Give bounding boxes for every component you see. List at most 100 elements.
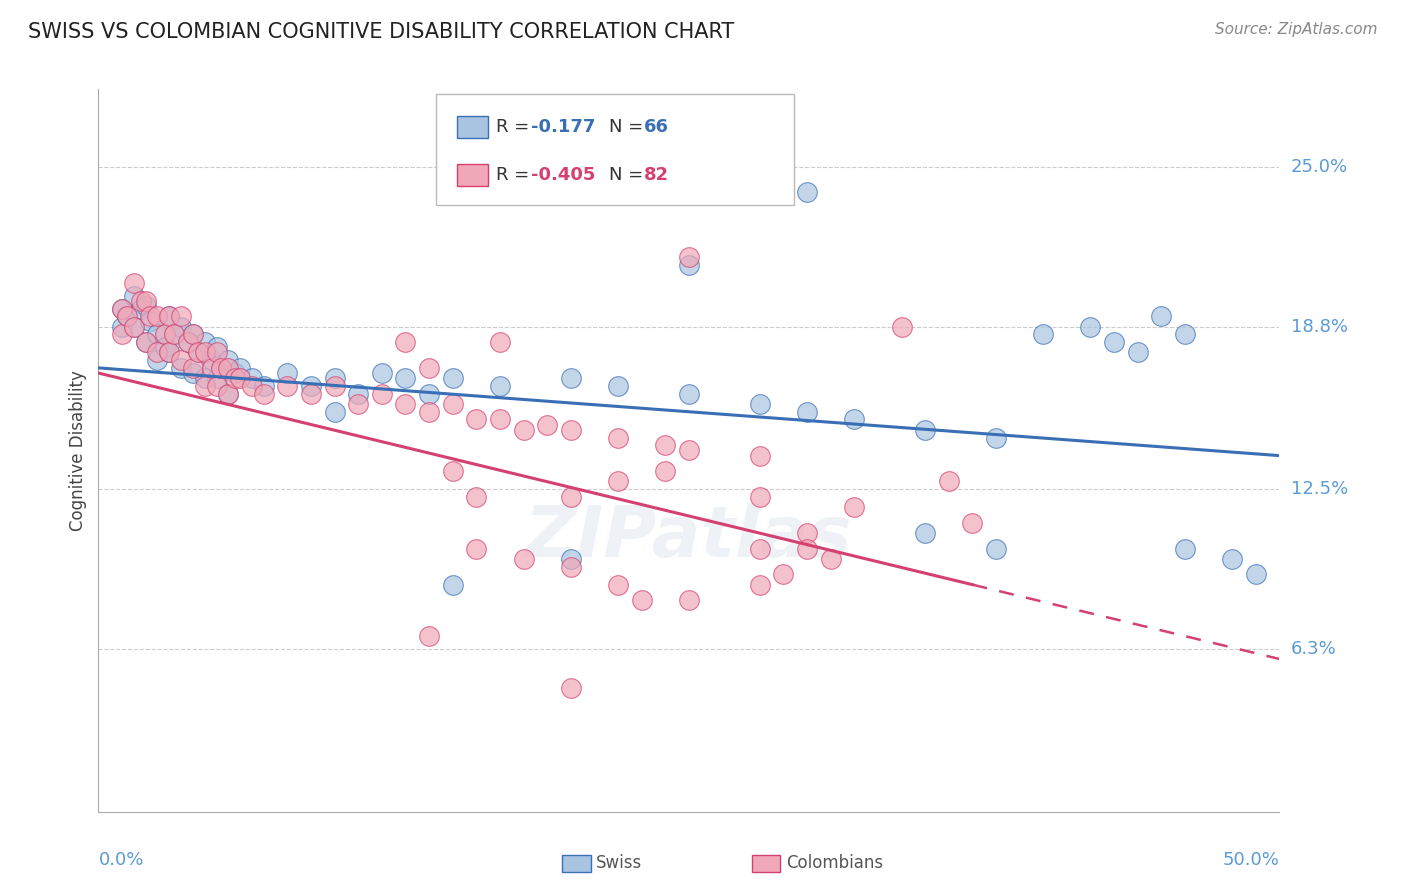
Point bbox=[796, 526, 818, 541]
Point bbox=[678, 258, 700, 272]
Point bbox=[489, 379, 512, 393]
Point bbox=[224, 371, 246, 385]
Point bbox=[441, 172, 464, 186]
Point bbox=[678, 443, 700, 458]
Point bbox=[1080, 319, 1102, 334]
Point bbox=[240, 379, 263, 393]
Point bbox=[181, 366, 204, 380]
Point bbox=[153, 340, 176, 354]
Point bbox=[418, 629, 440, 643]
Point bbox=[181, 360, 204, 375]
Point bbox=[844, 500, 866, 515]
Point bbox=[111, 301, 134, 316]
Point bbox=[194, 371, 217, 385]
Point bbox=[1174, 541, 1197, 556]
Point bbox=[163, 327, 186, 342]
Point bbox=[146, 345, 169, 359]
Point bbox=[253, 386, 276, 401]
Point bbox=[1174, 327, 1197, 342]
Point bbox=[146, 310, 169, 324]
Point bbox=[205, 379, 228, 393]
Point bbox=[122, 276, 145, 290]
Point bbox=[177, 334, 200, 349]
Point bbox=[418, 360, 440, 375]
Point bbox=[347, 386, 370, 401]
Point bbox=[489, 412, 512, 426]
Text: -0.405: -0.405 bbox=[531, 166, 596, 184]
Point bbox=[217, 353, 239, 368]
Point bbox=[441, 371, 464, 385]
Point bbox=[820, 551, 842, 566]
Point bbox=[748, 490, 770, 504]
Point bbox=[323, 371, 346, 385]
Point bbox=[181, 327, 204, 342]
Point bbox=[323, 405, 346, 419]
Point bbox=[194, 379, 217, 393]
Point bbox=[678, 386, 700, 401]
Point bbox=[111, 319, 134, 334]
Point bbox=[560, 490, 582, 504]
Point bbox=[441, 464, 464, 478]
Point bbox=[217, 386, 239, 401]
Point bbox=[163, 327, 186, 342]
Point bbox=[560, 559, 582, 574]
Point bbox=[146, 327, 169, 342]
Text: Swiss: Swiss bbox=[596, 855, 643, 872]
Text: R =: R = bbox=[496, 118, 536, 136]
Point bbox=[205, 345, 228, 359]
Point bbox=[201, 353, 224, 368]
Point bbox=[111, 301, 134, 316]
Point bbox=[465, 541, 488, 556]
Text: 0.0%: 0.0% bbox=[98, 851, 143, 869]
Point bbox=[465, 490, 488, 504]
Point bbox=[607, 475, 630, 489]
Point bbox=[209, 360, 232, 375]
Point bbox=[1102, 334, 1125, 349]
Point bbox=[194, 334, 217, 349]
Point bbox=[371, 366, 394, 380]
Point bbox=[146, 353, 169, 368]
Point bbox=[187, 345, 209, 359]
Point bbox=[205, 371, 228, 385]
Point bbox=[394, 371, 416, 385]
Text: -0.177: -0.177 bbox=[531, 118, 596, 136]
Point bbox=[181, 327, 204, 342]
Text: N =: N = bbox=[609, 166, 648, 184]
Point bbox=[1032, 327, 1054, 342]
Point bbox=[796, 186, 818, 200]
Point bbox=[153, 327, 176, 342]
Point bbox=[177, 334, 200, 349]
Point bbox=[276, 366, 298, 380]
Point bbox=[240, 371, 263, 385]
Point bbox=[560, 371, 582, 385]
Point bbox=[984, 541, 1007, 556]
Point bbox=[229, 360, 252, 375]
Point bbox=[115, 310, 138, 324]
Point bbox=[1126, 345, 1149, 359]
Point bbox=[748, 541, 770, 556]
Point bbox=[748, 449, 770, 463]
Point bbox=[678, 250, 700, 264]
Point bbox=[1244, 567, 1267, 582]
Point bbox=[962, 516, 984, 530]
Text: 25.0%: 25.0% bbox=[1291, 158, 1348, 176]
Text: 6.3%: 6.3% bbox=[1291, 640, 1336, 658]
Point bbox=[678, 593, 700, 607]
Point bbox=[299, 379, 322, 393]
Point bbox=[122, 319, 145, 334]
Text: N =: N = bbox=[609, 118, 648, 136]
Text: 82: 82 bbox=[644, 166, 669, 184]
Point bbox=[111, 327, 134, 342]
Point bbox=[371, 386, 394, 401]
Point bbox=[115, 310, 138, 324]
Point bbox=[157, 345, 180, 359]
Point bbox=[984, 431, 1007, 445]
Point bbox=[441, 397, 464, 411]
Point bbox=[890, 319, 912, 334]
Point bbox=[187, 345, 209, 359]
Point bbox=[844, 412, 866, 426]
Point bbox=[418, 386, 440, 401]
Text: Source: ZipAtlas.com: Source: ZipAtlas.com bbox=[1215, 22, 1378, 37]
Point bbox=[418, 405, 440, 419]
Point bbox=[157, 310, 180, 324]
